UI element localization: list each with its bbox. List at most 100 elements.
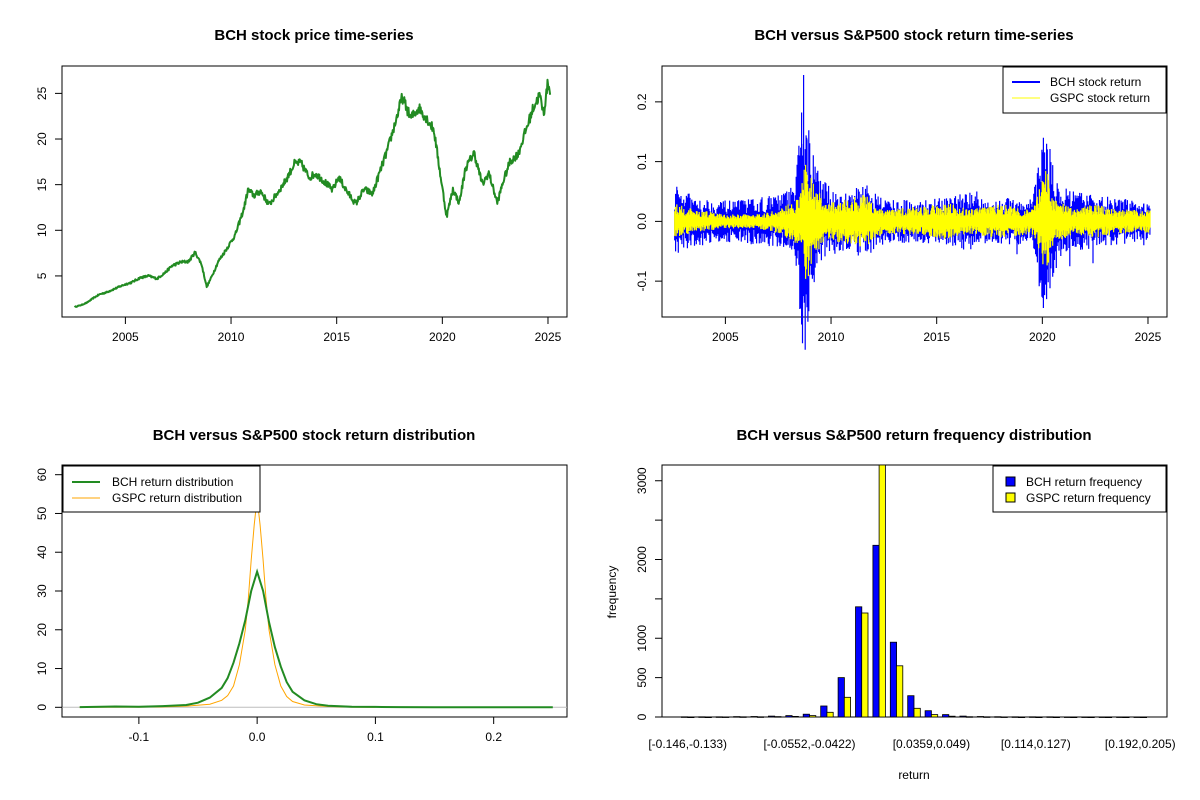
frequency-y-tick-label: 500 xyxy=(635,667,649,687)
bar-gspc xyxy=(983,716,991,718)
series-line-bch-price xyxy=(73,78,552,308)
bar-bch xyxy=(1011,716,1019,718)
distribution-x-tick-label: 0.0 xyxy=(249,730,266,744)
price-x-tick-label: 2015 xyxy=(323,330,350,344)
legend-label-bch-density: BCH return distribution xyxy=(112,475,233,489)
bar-bch xyxy=(698,716,706,718)
bar-gspc xyxy=(913,707,921,718)
panel-frequency: BCH versus S&P500 return frequency distr… xyxy=(605,427,1176,782)
frequency-y-tick-label: 3000 xyxy=(635,467,649,494)
chart-title-frequency: BCH versus S&P500 return frequency distr… xyxy=(736,427,1091,444)
bar-bch xyxy=(942,714,950,718)
bar-gspc xyxy=(1105,716,1113,719)
legend-swatch-gspc-frequency xyxy=(1005,492,1016,503)
bar-bch xyxy=(768,715,776,718)
bar-bch xyxy=(681,716,689,718)
series-line-gspc-return xyxy=(674,164,1151,279)
bars-frequency xyxy=(681,464,1148,719)
panel-price: BCH stock price time-series 2005 2010 2015… xyxy=(35,27,568,344)
returns-x-tick-label: 2020 xyxy=(1029,330,1056,344)
bar-gspc xyxy=(704,716,712,719)
bar-gspc xyxy=(1000,716,1008,718)
returns-y-tick-label: 0.0 xyxy=(635,213,649,230)
distribution-x-tick-label: 0.2 xyxy=(485,730,502,744)
bar-gspc xyxy=(1070,716,1078,719)
bar-bch xyxy=(959,715,967,718)
bar-bch xyxy=(837,677,845,718)
bar-gspc xyxy=(931,714,939,718)
bar-gspc xyxy=(1139,716,1148,719)
legend-label-gspc-density: GSPC return distribution xyxy=(112,491,242,505)
returns-y-tick-label: 0.1 xyxy=(635,153,649,170)
bar-bch xyxy=(1029,716,1037,718)
legend-label-gspc-frequency: GSPC return frequency xyxy=(1026,491,1151,505)
distribution-y-tick-label: 50 xyxy=(35,506,49,520)
bar-bch xyxy=(976,716,984,718)
distribution-x-tick-label: -0.1 xyxy=(129,730,150,744)
bar-bch xyxy=(733,716,741,718)
legend-label-gspc-return: GSPC stock return xyxy=(1050,91,1150,105)
bar-gspc xyxy=(965,716,973,718)
bar-gspc xyxy=(722,716,730,718)
axes-returns: 2005 2010 2015 2020 2025 -0.1 0.0 0.1 0.2 xyxy=(635,93,1162,344)
price-y-tick-label: 25 xyxy=(35,86,49,100)
bar-bch xyxy=(1133,716,1141,718)
bar-gspc xyxy=(948,715,956,718)
panel-returns: BCH versus S&P500 stock return time-seri… xyxy=(635,27,1168,350)
frequency-x-tick-label: [0.114,0.127) xyxy=(1001,737,1071,751)
frequency-x-tick-label: [0.0359,0.049) xyxy=(893,737,970,751)
bar-gspc xyxy=(687,716,695,719)
returns-x-tick-label: 2025 xyxy=(1135,330,1162,344)
distribution-y-tick-label: 0 xyxy=(35,704,49,711)
axes-frequency: 0 500 1000 2000 3000 [-0.146,-0.133) [-0.0552,… xyxy=(635,467,1176,751)
price-x-tick-label: 2005 xyxy=(112,330,139,344)
bar-bch xyxy=(1098,716,1106,718)
bar-gspc xyxy=(1087,716,1095,719)
bar-gspc xyxy=(843,696,851,718)
distribution-y-tick-label: 10 xyxy=(35,662,49,676)
distribution-y-tick-label: 40 xyxy=(35,545,49,559)
panel-distribution: BCH versus S&P500 stock return distribut… xyxy=(35,427,568,744)
price-x-tick-label: 2010 xyxy=(218,330,245,344)
bar-bch xyxy=(1064,716,1072,718)
bar-gspc xyxy=(878,464,886,718)
legend-label-bch-return: BCH stock return xyxy=(1050,75,1141,89)
returns-x-tick-label: 2005 xyxy=(712,330,739,344)
price-y-tick-label: 20 xyxy=(35,132,49,146)
bar-bch xyxy=(750,716,758,718)
price-y-tick-label: 5 xyxy=(35,272,49,279)
y-axis-label-frequency: frequency xyxy=(605,566,619,619)
bar-bch xyxy=(1046,716,1054,718)
bar-bch xyxy=(994,716,1002,718)
bar-bch xyxy=(924,710,932,718)
bar-bch xyxy=(820,705,828,718)
bar-gspc xyxy=(791,716,799,718)
bar-bch xyxy=(715,716,723,718)
bar-bch xyxy=(907,695,915,718)
distribution-y-tick-label: 20 xyxy=(35,623,49,637)
returns-x-tick-label: 2015 xyxy=(923,330,950,344)
chart-title-price: BCH stock price time-series xyxy=(214,27,413,44)
bar-bch xyxy=(785,715,793,718)
legend-swatch-bch-frequency xyxy=(1005,476,1016,487)
bar-bch xyxy=(1116,716,1124,718)
bar-gspc xyxy=(1018,716,1026,719)
legend-frequency: BCH return frequency GSPC return frequen… xyxy=(992,465,1167,513)
distribution-y-tick-label: 30 xyxy=(35,584,49,598)
frequency-y-tick-label: 2000 xyxy=(635,546,649,573)
price-y-tick-label: 10 xyxy=(35,223,49,237)
frequency-x-tick-label: [0.192,0.205) xyxy=(1105,737,1176,751)
legend-distribution: BCH return distribution GSPC return dist… xyxy=(62,465,261,513)
bar-gspc xyxy=(1122,716,1130,719)
price-x-tick-label: 2020 xyxy=(429,330,456,344)
bar-bch xyxy=(855,606,863,718)
frequency-y-tick-label: 0 xyxy=(635,713,649,720)
axes-distribution: -0.1 0.0 0.1 0.2 0 10 20 30 40 50 60 xyxy=(35,468,502,744)
bar-bch xyxy=(802,713,810,718)
legend-returns: BCH stock return GSPC stock return xyxy=(1002,66,1167,114)
returns-y-tick-label: 0.2 xyxy=(635,93,649,110)
bar-bch xyxy=(872,544,880,718)
returns-x-tick-label: 2010 xyxy=(818,330,845,344)
